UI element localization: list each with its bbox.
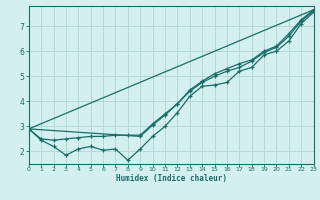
X-axis label: Humidex (Indice chaleur): Humidex (Indice chaleur) bbox=[116, 174, 227, 183]
